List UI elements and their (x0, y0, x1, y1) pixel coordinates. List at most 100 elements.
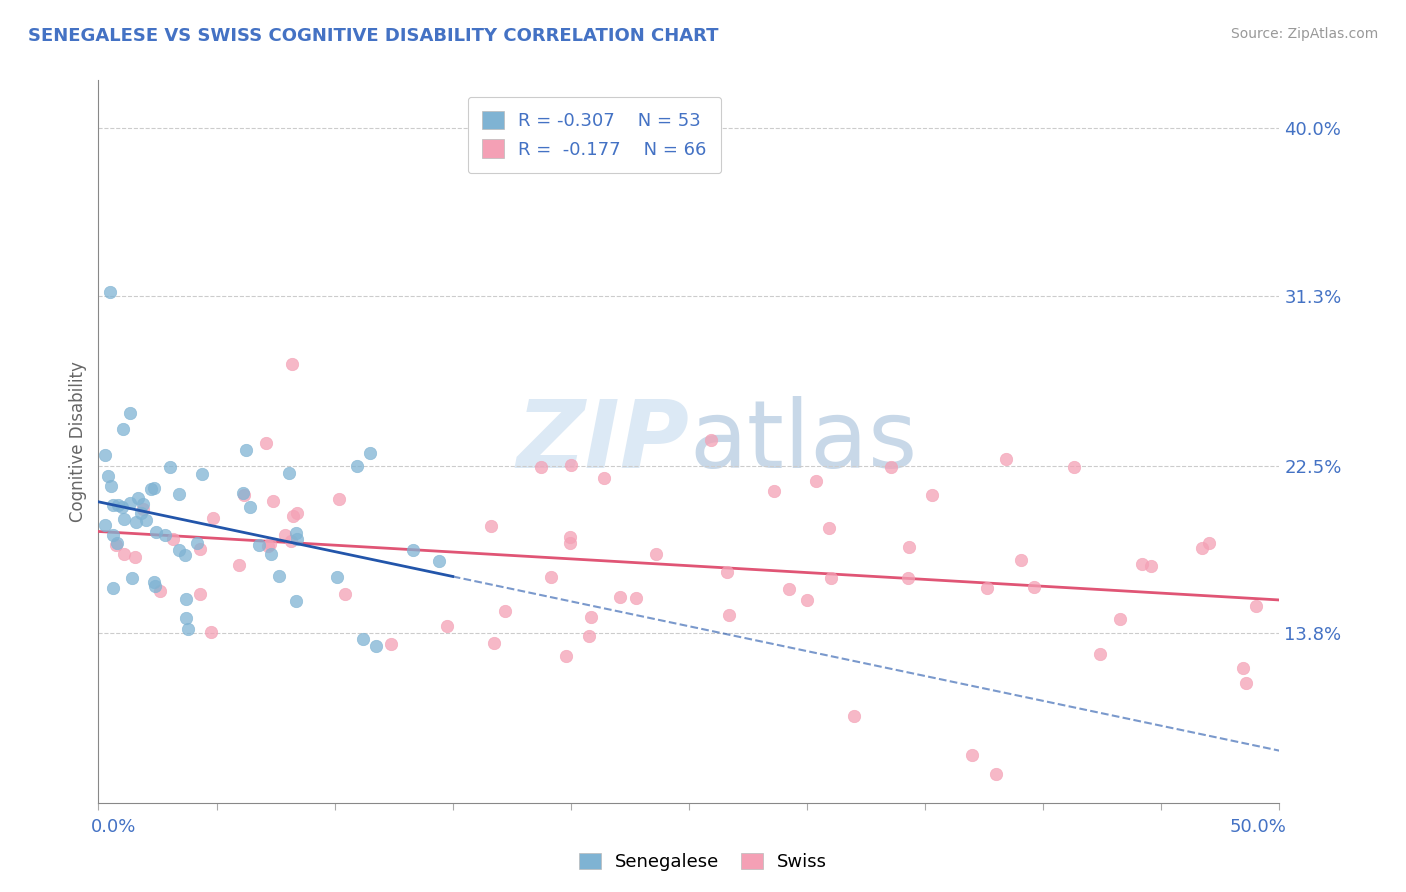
Point (97, 468, 120, 483)
Point (921, 488, 943, 502)
Point (107, 498, 129, 512)
Point (235, 443, 257, 458)
Point (200, 625, 222, 640)
Point (174, 611, 197, 625)
Point (844, 709, 866, 723)
Point (700, 433, 723, 447)
Point (558, 530, 581, 544)
Point (254, 436, 277, 450)
Point (159, 459, 181, 474)
Point (93, 518, 115, 533)
Point (281, 508, 304, 523)
Point (190, 587, 212, 601)
Point (118, 496, 141, 510)
Point (1011, 553, 1033, 567)
Point (592, 471, 614, 485)
Point (325, 570, 347, 584)
Point (609, 590, 631, 604)
Point (353, 632, 375, 646)
Point (578, 629, 600, 643)
Point (1063, 460, 1085, 475)
Point (98, 285, 121, 300)
Point (228, 558, 250, 573)
Point (778, 582, 800, 596)
Point (284, 593, 307, 607)
Point (143, 575, 166, 590)
Point (796, 592, 818, 607)
Point (101, 527, 124, 541)
Point (186, 535, 208, 549)
Point (1140, 559, 1163, 574)
Legend: Senegalese, Swiss: Senegalese, Swiss (572, 846, 834, 879)
Point (232, 486, 254, 500)
Point (132, 497, 155, 511)
Point (155, 528, 177, 542)
Point (530, 460, 553, 475)
Point (718, 607, 741, 622)
Point (247, 537, 270, 551)
Text: Source: ZipAtlas.com: Source: ZipAtlas.com (1230, 27, 1378, 41)
Point (167, 543, 190, 558)
Point (897, 571, 920, 585)
Point (111, 422, 134, 436)
Point (274, 527, 297, 541)
Point (1090, 648, 1112, 662)
Point (1244, 599, 1267, 614)
Legend: R = -0.307    N = 53, R =  -0.177    N = 66: R = -0.307 N = 53, R = -0.177 N = 66 (468, 96, 721, 173)
Point (285, 533, 308, 547)
Point (581, 610, 603, 624)
Point (174, 549, 197, 563)
Point (285, 525, 308, 540)
Point (278, 467, 301, 481)
Point (285, 506, 308, 520)
Point (127, 491, 149, 505)
Point (1232, 661, 1254, 675)
Point (105, 536, 128, 550)
Point (484, 635, 506, 649)
Point (103, 498, 125, 512)
Point (281, 357, 304, 371)
Point (112, 512, 135, 526)
Point (554, 648, 576, 663)
Point (280, 533, 302, 548)
Point (120, 406, 142, 420)
Point (976, 582, 998, 596)
Y-axis label: Cognitive Disability: Cognitive Disability (69, 361, 87, 522)
Point (131, 507, 153, 521)
Text: atlas: atlas (689, 395, 917, 488)
Point (143, 579, 166, 593)
Point (380, 637, 402, 651)
Point (429, 554, 451, 568)
Point (259, 547, 281, 561)
Point (135, 513, 157, 527)
Text: 50.0%: 50.0% (1230, 818, 1286, 836)
Point (256, 539, 278, 553)
Point (880, 460, 903, 475)
Point (1108, 612, 1130, 626)
Point (111, 500, 134, 514)
Point (121, 571, 143, 585)
Point (149, 584, 172, 599)
Point (259, 537, 281, 551)
Point (143, 481, 166, 495)
Point (132, 502, 155, 516)
Point (560, 458, 582, 472)
Point (1234, 675, 1257, 690)
Point (436, 619, 458, 633)
Point (762, 483, 785, 498)
Point (359, 446, 381, 460)
Point (101, 581, 124, 595)
Point (112, 548, 135, 562)
Point (93, 449, 115, 463)
Text: 0.0%: 0.0% (91, 818, 136, 836)
Point (267, 568, 290, 582)
Point (898, 541, 921, 555)
Point (984, 767, 1007, 781)
Point (104, 538, 127, 552)
Point (1130, 558, 1153, 572)
Text: ZIP: ZIP (516, 395, 689, 488)
Point (558, 536, 581, 550)
Point (333, 587, 356, 601)
Point (177, 622, 200, 636)
Point (818, 521, 841, 535)
